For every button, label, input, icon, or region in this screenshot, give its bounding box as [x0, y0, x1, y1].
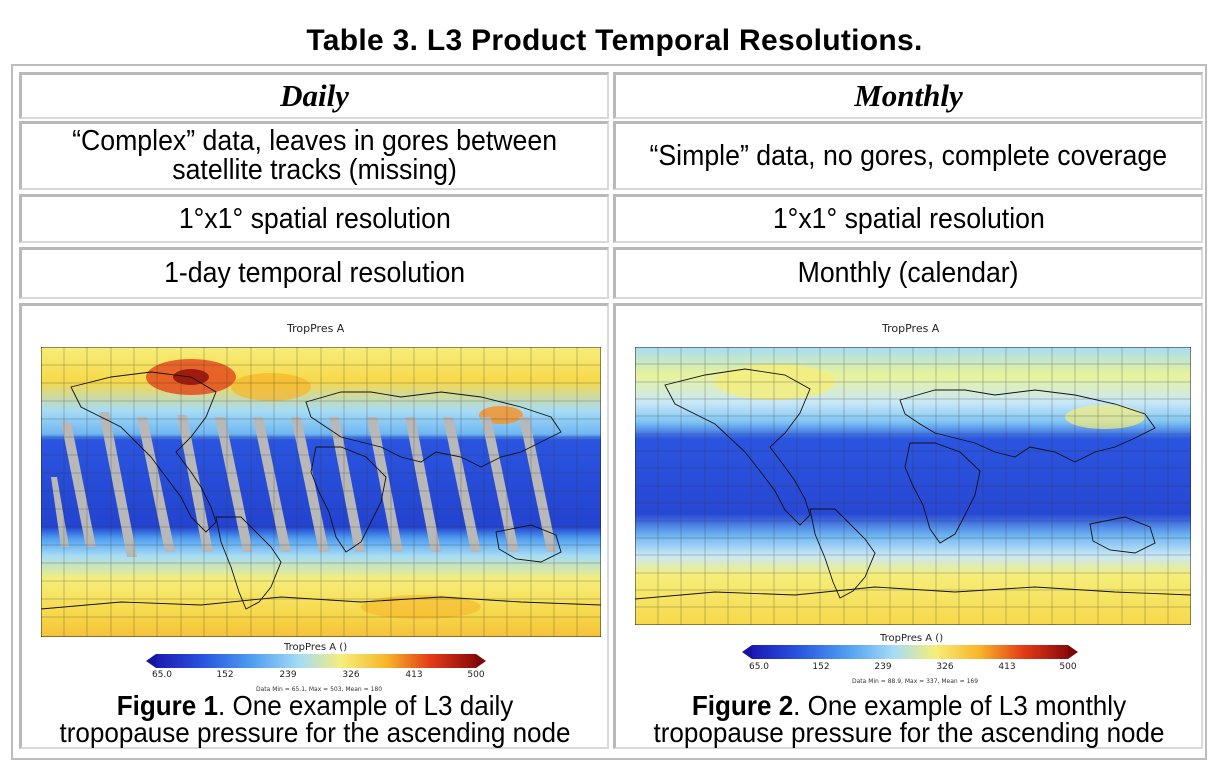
figure1-tick: 326 [342, 670, 360, 680]
row3-monthly-text: Monthly (calendar) [798, 257, 1019, 289]
figure1-coastlines [41, 371, 601, 610]
gore-stripe [481, 417, 519, 552]
gore-stripe [215, 417, 253, 552]
gore-stripe [367, 417, 403, 552]
figure2-tick: 239 [874, 662, 892, 672]
figure1-tick: 239 [279, 670, 297, 680]
table-title: Table 3. L3 Product Temporal Resolutions… [306, 24, 923, 57]
gore-stripe [329, 417, 365, 552]
row1-daily: “Complex” data, leaves in gores between … [19, 121, 609, 190]
figure1-cell: TropPres A [19, 303, 609, 749]
figure2-colorbar-title: TropPres A () [880, 633, 944, 644]
gore-stripe [291, 417, 329, 552]
figure1-caption-line1: Figure 1. One example of L3 daily [43, 690, 588, 721]
figure2: TropPres A [616, 306, 1202, 748]
row2-daily: 1°x1° spatial resolution [19, 194, 609, 243]
figure2-caption-label: Figure 2 [691, 690, 794, 721]
row2-monthly: 1°x1° spatial resolution [613, 194, 1203, 243]
figure2-tick: 152 [812, 662, 830, 672]
gore-stripe [99, 412, 137, 557]
figure2-hotspot [1065, 405, 1145, 429]
gore-stripe [137, 417, 175, 552]
figure2-map-title: TropPres A [882, 322, 940, 335]
gore-stripe [253, 417, 291, 552]
gore-stripe [519, 417, 557, 552]
figure1-caption-line1-text: . One example of L3 daily [218, 690, 514, 721]
header-daily: Daily [19, 72, 609, 119]
figure2-tick: 413 [998, 662, 1016, 672]
figure2-caption-line2: tropopause pressure for the ascending no… [653, 717, 1165, 748]
figure1-tick: 152 [216, 670, 234, 680]
row3-monthly: Monthly (calendar) [613, 247, 1203, 299]
row3-daily-text: 1-day temporal resolution [163, 257, 466, 289]
row1-daily-text: “Complex” data, leaves in gores between … [72, 127, 557, 185]
figure2-caption-line1-text: . One example of L3 monthly [793, 690, 1127, 721]
figure1-colorbar [146, 654, 486, 668]
figure2-tick: 65.0 [748, 662, 770, 672]
figure1: TropPres A [22, 306, 608, 748]
row2-daily-text: 1°x1° spatial resolution [178, 202, 451, 235]
figure2-map [635, 347, 1191, 625]
figure1-caption-line2: tropopause pressure for the ascending no… [59, 717, 571, 748]
figure1-tick: 413 [405, 670, 423, 680]
figure1-hotspot [231, 373, 311, 401]
figure2-colorbar [742, 645, 1078, 659]
row1-monthly-text: “Simple” data, no gores, complete covera… [649, 139, 1168, 172]
figure1-colorbar-title: TropPres A () [284, 642, 348, 653]
figure1-stats: Data Min = 65.1, Max = 503, Mean = 180 [255, 686, 383, 693]
figure1-grid [41, 347, 601, 637]
figure1-map [41, 347, 601, 637]
row1-daily-line1: “Complex” data, leaves in gores between [72, 125, 557, 157]
figure2-caption: Figure 2. One example of L3 monthly trop… [637, 690, 1182, 748]
product-table: Daily Monthly “Complex” data, leaves in … [11, 64, 1207, 760]
row3-daily: 1-day temporal resolution [19, 247, 609, 299]
row2-monthly-text: 1°x1° spatial resolution [772, 202, 1045, 235]
figure1-caption-label: Figure 1 [116, 690, 219, 721]
gore-stripe [443, 417, 481, 552]
figure2-cell: TropPres A [613, 303, 1203, 749]
figure1-caption: Figure 1. One example of L3 daily tropop… [43, 690, 588, 748]
figure1-map-title: TropPres A [287, 322, 345, 335]
figure2-caption-line1: Figure 2. One example of L3 monthly [637, 690, 1182, 721]
figure2-tick: 500 [1059, 662, 1077, 672]
figure2-stats: Data Min = 88.9, Max = 337, Mean = 169 [851, 678, 979, 685]
figure2-tick: 326 [936, 662, 954, 672]
figure1-tick: 65.0 [151, 670, 173, 680]
figure2-grid [635, 347, 1191, 625]
figure1-tick: 500 [467, 670, 485, 680]
row1-monthly: “Simple” data, no gores, complete covera… [613, 121, 1203, 190]
gore-stripe [51, 477, 69, 547]
header-monthly: Monthly [613, 72, 1203, 119]
row1-daily-line2: satellite tracks (missing) [172, 154, 457, 186]
figure2-coastlines [635, 368, 1191, 600]
